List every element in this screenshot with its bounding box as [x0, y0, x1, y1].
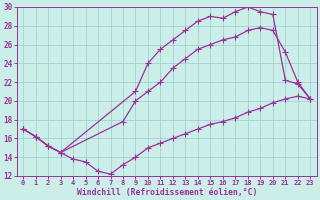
- X-axis label: Windchill (Refroidissement éolien,°C): Windchill (Refroidissement éolien,°C): [76, 188, 257, 197]
